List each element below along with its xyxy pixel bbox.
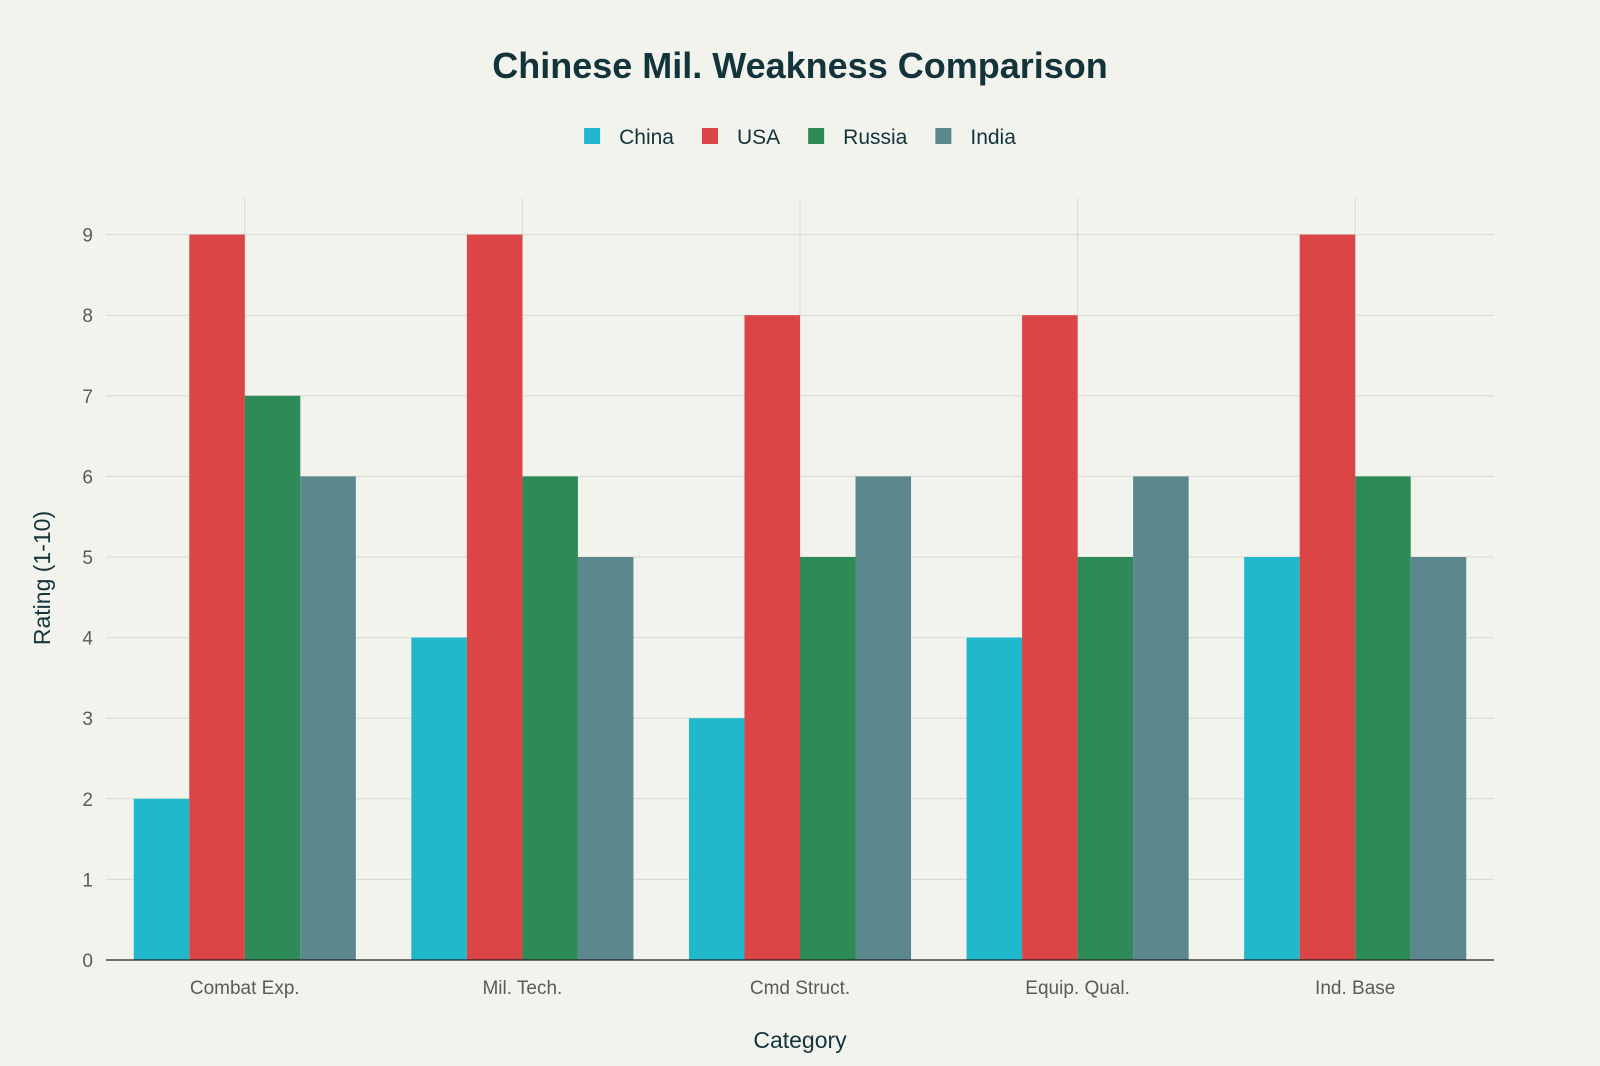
legend-label-india: India — [970, 126, 1016, 149]
bar-russia-0 — [244, 395, 301, 960]
x-tick-label: Mil. Tech. — [482, 978, 562, 999]
legend-swatch-russia — [808, 128, 825, 144]
legend-swatch-china — [584, 128, 601, 144]
legend-swatch-india — [935, 128, 952, 144]
bar-china-0 — [133, 798, 190, 960]
bar-china-1 — [411, 637, 467, 960]
bar-india-3 — [1133, 476, 1189, 960]
y-tick-label: 6 — [82, 467, 93, 488]
legend-swatch-usa — [701, 128, 718, 144]
bar-india-4 — [1410, 557, 1467, 960]
bar-russia-2 — [800, 557, 856, 960]
bar-usa-0 — [189, 234, 245, 961]
legend-label-usa: USA — [737, 126, 780, 149]
legend: China USA Russia India — [584, 126, 1016, 149]
y-axis-title: Rating (1-10) — [29, 511, 55, 645]
y-tick-label: 3 — [82, 709, 93, 730]
x-axis-title: Category — [753, 1027, 847, 1053]
bar-china-2 — [688, 718, 745, 960]
bar-usa-4 — [1299, 234, 1356, 961]
legend-label-russia: Russia — [843, 126, 908, 149]
y-tick-label: 7 — [82, 387, 93, 408]
bar-china-4 — [1244, 557, 1300, 960]
y-tick-label: 1 — [82, 870, 93, 891]
y-tick-label: 0 — [82, 951, 93, 972]
bar-china-3 — [966, 637, 1023, 960]
bar-india-1 — [577, 557, 634, 960]
x-axis-ticks: Combat Exp. Mil. Tech. Cmd Struct. Equip. Q… — [190, 978, 1395, 999]
bars — [133, 234, 1467, 961]
x-tick-label: Cmd Struct. — [750, 978, 850, 999]
bar-russia-4 — [1355, 476, 1411, 960]
bar-india-0 — [300, 476, 356, 960]
bar-usa-3 — [1022, 315, 1078, 960]
bar-russia-1 — [522, 476, 578, 960]
bar-usa-1 — [466, 234, 523, 961]
chart-title: Chinese Mil. Weakness Comparison — [492, 45, 1108, 86]
y-tick-label: 8 — [82, 306, 93, 327]
y-tick-label: 5 — [82, 548, 93, 569]
legend-label-china: China — [619, 126, 674, 149]
x-tick-label: Ind. Base — [1315, 978, 1395, 999]
y-tick-label: 2 — [82, 790, 93, 811]
x-tick-label: Combat Exp. — [190, 978, 300, 999]
x-tick-label: Equip. Qual. — [1025, 978, 1130, 999]
y-tick-label: 9 — [82, 226, 93, 247]
y-axis-ticks: 0 1 2 3 4 5 6 7 8 9 — [82, 226, 93, 972]
bar-india-2 — [855, 476, 912, 960]
y-tick-label: 4 — [82, 629, 93, 650]
bar-russia-3 — [1077, 557, 1134, 960]
bar-usa-2 — [744, 315, 800, 960]
